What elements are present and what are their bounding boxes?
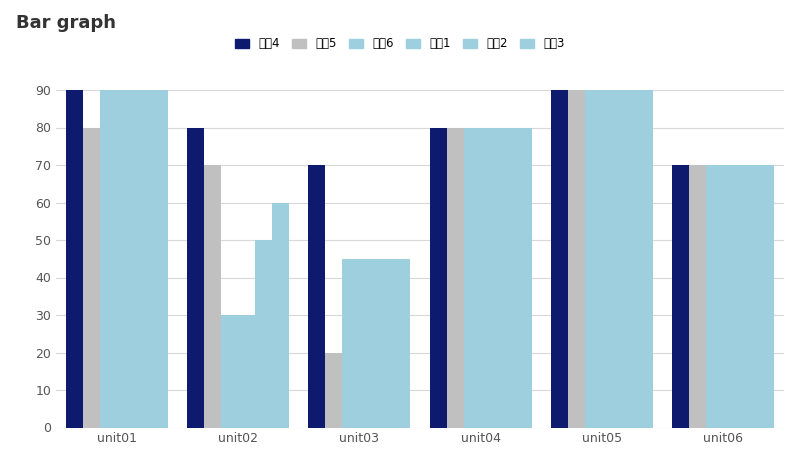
Text: Bar graph: Bar graph [16,14,116,32]
Bar [376,259,394,428]
Bar [117,90,134,428]
Bar [430,127,446,428]
Bar [514,127,532,428]
Bar [758,165,774,428]
Bar [82,127,100,428]
Bar [723,165,740,428]
Bar [359,259,376,428]
Bar [498,127,514,428]
Bar [394,259,410,428]
Bar [187,127,204,428]
Bar [221,315,238,428]
Bar [272,202,289,428]
Bar [100,90,117,428]
Bar [134,90,150,428]
Bar [690,165,706,428]
Bar [446,127,464,428]
Bar [238,315,255,428]
Bar [308,165,326,428]
Bar [481,127,498,428]
Bar [464,127,481,428]
Bar [326,352,342,428]
Bar [255,240,272,428]
Bar [150,90,168,428]
Bar [204,165,221,428]
Bar [740,165,758,428]
Bar [672,165,690,428]
Bar [636,90,653,428]
Bar [619,90,636,428]
Bar [342,259,359,428]
Bar [585,90,602,428]
Bar [66,90,82,428]
Bar [568,90,585,428]
Bar [551,90,568,428]
Bar [706,165,723,428]
Legend: 초등4, 초등5, 초등6, 중등1, 중등2, 중등3: 초등4, 초등5, 초등6, 중등1, 중등2, 중등3 [235,37,565,50]
Bar [602,90,619,428]
